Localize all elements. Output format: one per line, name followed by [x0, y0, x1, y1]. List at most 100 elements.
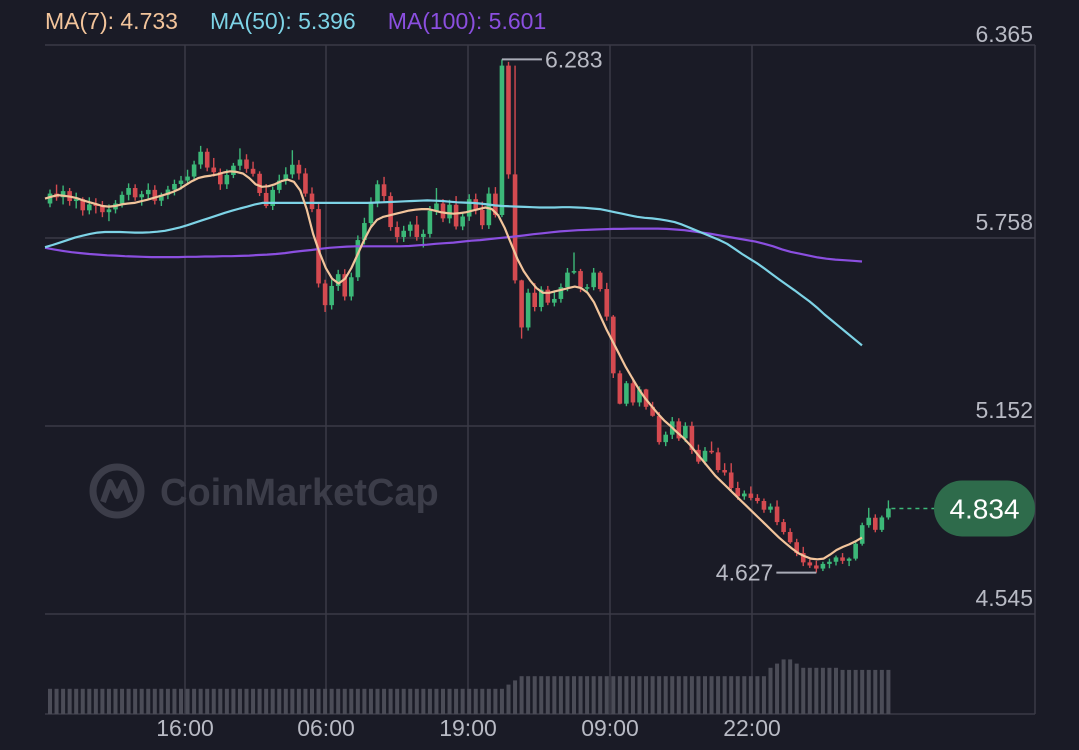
candle-up[interactable] [276, 174, 282, 194]
candle-up[interactable] [742, 490, 747, 500]
candle-down[interactable] [748, 486, 754, 501]
candle-up[interactable] [191, 160, 197, 182]
candle-down[interactable] [617, 370, 623, 405]
candle-up[interactable] [833, 555, 839, 566]
candle-up[interactable] [290, 150, 295, 179]
candle-down[interactable] [630, 377, 636, 406]
candle-up[interactable] [401, 225, 406, 242]
candle-down[interactable] [722, 463, 727, 476]
candle-down[interactable] [388, 192, 393, 231]
candle-up[interactable] [663, 431, 668, 447]
candle-down[interactable] [309, 187, 315, 213]
candle-up[interactable] [820, 561, 826, 572]
candle-down[interactable] [656, 412, 662, 445]
candle-down[interactable] [512, 65, 518, 284]
candle-up[interactable] [866, 507, 872, 528]
candle-down[interactable] [381, 176, 387, 202]
candle-down[interactable] [787, 528, 793, 544]
candle-up[interactable] [172, 179, 177, 196]
candle-down[interactable] [244, 154, 249, 173]
candle-down[interactable] [519, 279, 524, 339]
candle-down[interactable] [755, 494, 760, 504]
candle-body [866, 517, 872, 526]
candle-up[interactable] [525, 288, 531, 331]
candle-down[interactable] [761, 498, 767, 513]
candle-up[interactable] [879, 515, 885, 532]
candle-up[interactable] [552, 290, 557, 307]
candle-down[interactable] [303, 168, 308, 197]
candle-down[interactable] [440, 199, 446, 223]
candle-down[interactable] [93, 198, 99, 214]
volume-bar [761, 676, 766, 714]
candle-up[interactable] [827, 558, 832, 569]
volume-bar [152, 688, 157, 714]
candle-down[interactable] [322, 279, 328, 312]
candle-down[interactable] [204, 148, 210, 172]
candle-down[interactable] [414, 215, 420, 241]
candle-down[interactable] [532, 283, 537, 312]
candle-up[interactable] [447, 199, 452, 224]
candle-down[interactable] [152, 185, 158, 205]
candle-up[interactable] [335, 269, 341, 291]
candle-up[interactable] [355, 235, 361, 281]
candle-down[interactable] [250, 161, 256, 177]
candle-up[interactable] [624, 381, 629, 407]
candle-up[interactable] [139, 190, 144, 206]
candle-down[interactable] [597, 271, 603, 292]
candle-down[interactable] [604, 282, 610, 321]
candle-up[interactable] [591, 267, 596, 291]
candle-down[interactable] [132, 184, 138, 201]
candle-down[interactable] [257, 171, 262, 197]
candle-up[interactable] [407, 221, 413, 237]
candle-down[interactable] [218, 168, 223, 190]
candle-up[interactable] [466, 194, 472, 221]
candle-down[interactable] [873, 514, 878, 533]
candle-up[interactable] [145, 183, 151, 199]
candle-down[interactable] [840, 553, 845, 564]
candle-up[interactable] [768, 503, 773, 513]
candle-down[interactable] [296, 160, 302, 180]
candle-up[interactable] [185, 169, 190, 185]
candle-down[interactable] [480, 201, 485, 230]
candle-up[interactable] [198, 145, 203, 169]
candle-down[interactable] [211, 157, 217, 177]
candle-up[interactable] [126, 183, 131, 201]
candle-up[interactable] [87, 197, 92, 215]
ma-legend: MA(7): 4.733 MA(50): 5.396 MA(100): 5.60… [45, 8, 546, 35]
candle-down[interactable] [728, 463, 734, 492]
candle-up[interactable] [558, 283, 564, 303]
candle-down[interactable] [814, 560, 819, 573]
candle-up[interactable] [427, 205, 433, 238]
candle-up[interactable] [853, 541, 858, 561]
candle-down[interactable] [781, 518, 786, 535]
candle-down[interactable] [807, 559, 813, 568]
candle-up[interactable] [283, 167, 289, 185]
candle-up[interactable] [846, 557, 852, 567]
candle-down[interactable] [545, 285, 551, 306]
candle-down[interactable] [263, 183, 269, 209]
candle-up[interactable] [349, 272, 354, 301]
candle-up[interactable] [499, 59, 505, 218]
candle-up[interactable] [571, 252, 577, 275]
candle-down[interactable] [774, 500, 780, 526]
candle-up[interactable] [73, 192, 79, 209]
candle-up[interactable] [460, 213, 465, 231]
candle-up[interactable] [47, 189, 53, 208]
candle-up[interactable] [886, 500, 891, 520]
candle-down[interactable] [506, 61, 511, 179]
candle-down[interactable] [100, 201, 105, 218]
candle-down[interactable] [676, 418, 682, 441]
candle-down[interactable] [709, 441, 714, 454]
candle-up[interactable] [859, 522, 865, 546]
candle-down[interactable] [342, 269, 348, 301]
candle-up[interactable] [237, 148, 243, 171]
candle-down[interactable] [715, 447, 721, 473]
candle-up[interactable] [329, 279, 334, 310]
candle-down[interactable] [650, 401, 655, 417]
candle-down[interactable] [54, 184, 59, 201]
candle-down[interactable] [316, 202, 321, 288]
candle-down[interactable] [394, 221, 400, 243]
candle-up[interactable] [270, 186, 275, 211]
